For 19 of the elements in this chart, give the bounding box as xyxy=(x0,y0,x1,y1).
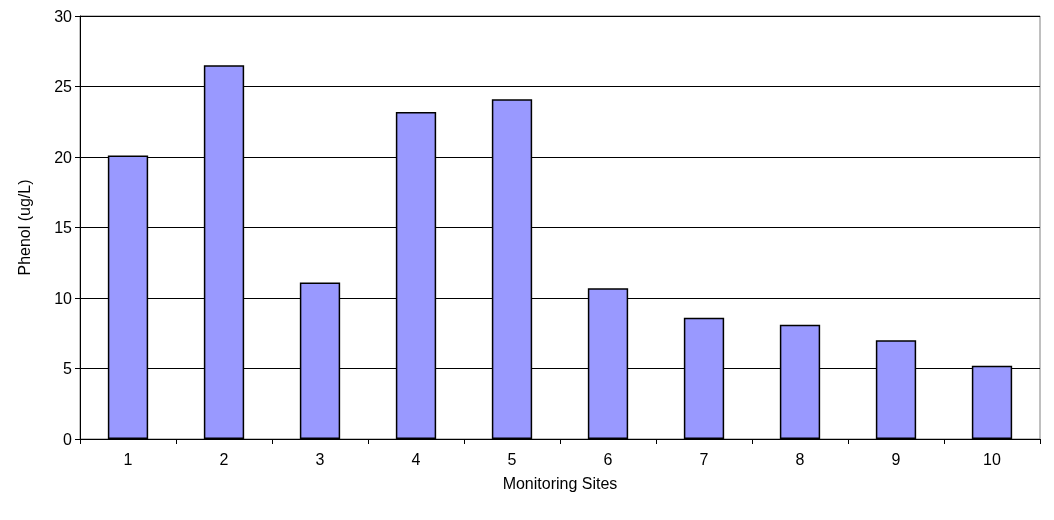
y-tick-label: 25 xyxy=(54,78,73,95)
x-tick-label: 3 xyxy=(315,450,325,468)
x-tick-label: 1 xyxy=(123,450,133,468)
x-tick-label: 2 xyxy=(219,450,229,468)
y-tick-label: 0 xyxy=(63,430,73,448)
x-tick-label: 9 xyxy=(891,450,901,468)
x-tick-label: 5 xyxy=(507,450,517,468)
y-tick-label: 30 xyxy=(54,7,73,25)
y-axis-title: Phenol (ug/L) xyxy=(15,179,33,276)
x-tick-label: 6 xyxy=(603,450,613,468)
x-tick-label: 4 xyxy=(411,450,421,468)
x-axis-title: Monitoring Sites xyxy=(502,474,618,492)
x-tick-label: 10 xyxy=(983,450,1001,468)
y-tick-label: 10 xyxy=(54,289,73,307)
x-tick-label: 7 xyxy=(699,450,709,468)
y-tick-label: 5 xyxy=(63,360,73,377)
x-tick-label: 8 xyxy=(795,450,805,468)
y-tick-label: 15 xyxy=(54,219,73,236)
y-tick-label: 20 xyxy=(54,148,73,166)
